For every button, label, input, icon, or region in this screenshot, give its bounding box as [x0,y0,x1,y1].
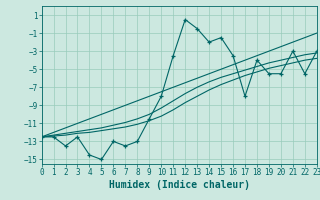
X-axis label: Humidex (Indice chaleur): Humidex (Indice chaleur) [109,180,250,190]
